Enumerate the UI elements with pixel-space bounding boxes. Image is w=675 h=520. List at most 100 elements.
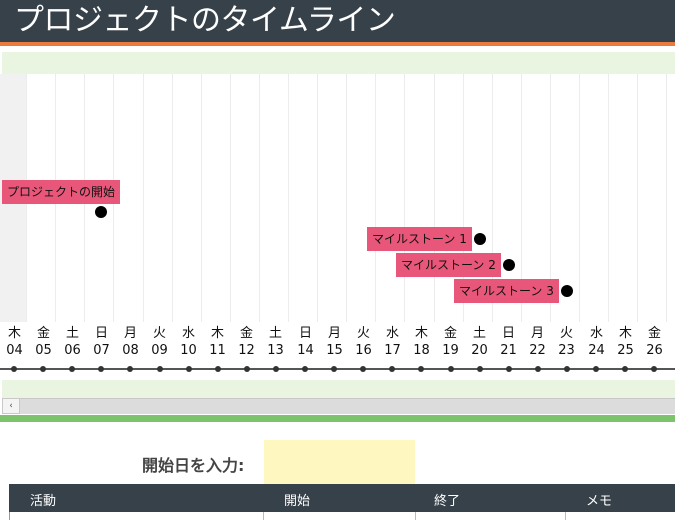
column-header-activity[interactable]: 活動: [30, 494, 57, 509]
day-number-label: 18: [413, 343, 430, 358]
day-number-label: 16: [355, 343, 372, 358]
day-number-label: 08: [122, 343, 139, 358]
day-number-label: 09: [151, 343, 168, 358]
day-weekday-label: 木: [618, 326, 632, 341]
day-weekday-label: 木: [210, 326, 224, 341]
grid-line: [404, 74, 405, 322]
day-weekday-label: 木: [414, 326, 428, 341]
row-separator: [565, 512, 566, 520]
timeline-axis: [0, 368, 675, 370]
day-number-label: 26: [646, 343, 663, 358]
column-header-start[interactable]: 開始: [284, 494, 311, 509]
column-header-memo[interactable]: メモ: [586, 494, 613, 509]
day-number-label: 25: [617, 343, 634, 358]
axis-dot: [11, 366, 17, 372]
day-weekday-label: 月: [530, 326, 544, 341]
axis-dot: [157, 366, 163, 372]
accent-line: [0, 42, 675, 46]
day-weekday-label: 土: [268, 326, 282, 341]
day-weekday-label: 火: [559, 326, 573, 341]
day-weekday-label: 月: [327, 326, 341, 341]
day-weekday-label: 火: [152, 326, 166, 341]
day-weekday-label: 金: [36, 326, 50, 341]
axis-dot: [622, 366, 628, 372]
day-weekday-label: 月: [123, 326, 137, 341]
day-weekday-label: 金: [647, 326, 661, 341]
grid-line: [143, 74, 144, 322]
activity-table-header: [9, 484, 675, 512]
grid-line: [637, 74, 638, 322]
axis-dot: [244, 366, 250, 372]
day-weekday-label: 土: [65, 326, 79, 341]
axis-dot: [535, 366, 541, 372]
day-weekday-label: 金: [239, 326, 253, 341]
scroll-left-button[interactable]: ‹: [2, 398, 20, 414]
timeline-bottom-band: [2, 380, 675, 398]
start-date-input[interactable]: [264, 440, 415, 484]
grid-line: [230, 74, 231, 322]
day-number-label: 20: [471, 343, 488, 358]
day-weekday-label: 金: [443, 326, 457, 341]
milestone-flag-1[interactable]: マイルストーン 1: [367, 227, 472, 251]
day-number-label: 14: [297, 343, 314, 358]
grid-line: [463, 74, 464, 322]
grid-line: [288, 74, 289, 322]
horizontal-scrollbar[interactable]: [2, 398, 675, 414]
axis-dot: [418, 366, 424, 372]
day-number-label: 07: [93, 343, 110, 358]
axis-dot: [215, 366, 221, 372]
axis-dot: [360, 366, 366, 372]
day-weekday-label: 日: [501, 326, 515, 341]
day-number-label: 19: [442, 343, 459, 358]
axis-dot: [186, 366, 192, 372]
grid-line: [521, 74, 522, 322]
grid-line: [201, 74, 202, 322]
milestone-dot: [95, 206, 107, 218]
title-bar: [0, 0, 675, 42]
axis-dot: [389, 366, 395, 372]
milestone-flag-3[interactable]: マイルストーン 3: [454, 279, 559, 303]
grid-line: [492, 74, 493, 322]
grid-line: [608, 74, 609, 322]
grid-line: [346, 74, 347, 322]
table-row[interactable]: [9, 512, 675, 520]
axis-dot: [69, 366, 75, 372]
day-number-label: 15: [326, 343, 343, 358]
axis-dot: [302, 366, 308, 372]
column-header-end[interactable]: 終了: [434, 494, 461, 509]
day-number-label: 22: [529, 343, 546, 358]
grid-line: [666, 74, 667, 322]
axis-dot: [506, 366, 512, 372]
milestone-dot: [474, 233, 486, 245]
milestone-flag-2[interactable]: マイルストーン 2: [396, 253, 501, 277]
row-separator: [415, 512, 416, 520]
axis-dot: [593, 366, 599, 372]
day-number-label: 17: [384, 343, 401, 358]
start-date-label: 開始日を入力:: [142, 456, 245, 475]
day-weekday-label: 日: [298, 326, 312, 341]
day-weekday-label: 水: [181, 326, 195, 341]
axis-dot: [40, 366, 46, 372]
milestone-flag-start[interactable]: プロジェクトの開始: [2, 180, 121, 204]
day-number-label: 11: [209, 343, 226, 358]
axis-dot: [651, 366, 657, 372]
day-number-label: 13: [267, 343, 284, 358]
grid-line: [434, 74, 435, 322]
grid-line: [259, 74, 260, 322]
day-number-label: 10: [180, 343, 197, 358]
day-number-label: 05: [35, 343, 52, 358]
day-weekday-label: 火: [356, 326, 370, 341]
day-number-label: 06: [64, 343, 81, 358]
day-number-label: 21: [500, 343, 517, 358]
axis-dot: [98, 366, 104, 372]
page-title: プロジェクトのタイムライン: [14, 3, 396, 38]
grid-line: [317, 74, 318, 322]
grid-line: [172, 74, 173, 322]
axis-dot: [127, 366, 133, 372]
milestone-dot: [503, 259, 515, 271]
grid-line: [375, 74, 376, 322]
section-divider: [0, 415, 675, 422]
grid-line: [579, 74, 580, 322]
row-separator: [263, 512, 264, 520]
axis-dot: [477, 366, 483, 372]
